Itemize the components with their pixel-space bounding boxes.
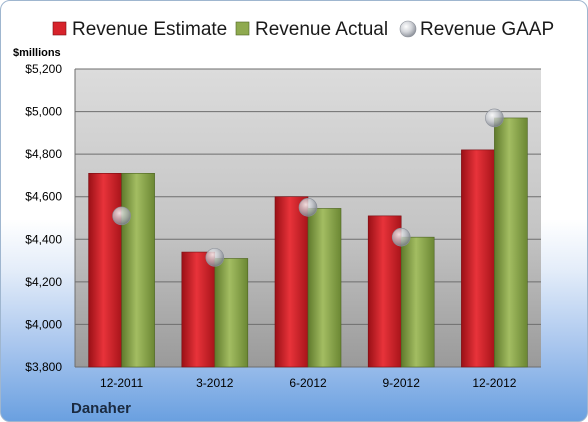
- y-tick-label: $5,000: [25, 105, 62, 119]
- revenue-gaap-marker: [205, 248, 225, 267]
- y-tick-label: $4,200: [25, 275, 62, 289]
- revenue-gaap-marker: [391, 227, 411, 247]
- revenue-actual-bar: [400, 236, 435, 368]
- revenue-estimate-bar: [274, 196, 309, 368]
- y-tick-label: $4,000: [25, 317, 62, 331]
- y-tick-label: $4,800: [25, 147, 62, 161]
- y-tick-label: $5,200: [25, 62, 62, 76]
- legend-gaap-swatch: [399, 20, 417, 38]
- x-tick-label: 3-2012: [196, 376, 234, 390]
- legend-label: Revenue Estimate: [72, 19, 227, 40]
- x-tick-label: 6-2012: [289, 376, 327, 390]
- revenue-estimate-bar: [181, 251, 216, 368]
- y-tick-label: $3,800: [25, 360, 62, 374]
- revenue-gaap-marker: [298, 198, 318, 217]
- legend-label: Revenue Actual: [255, 19, 388, 40]
- revenue-actual-bar: [494, 117, 528, 368]
- revenue-gaap-marker: [485, 108, 504, 128]
- revenue-actual-bar: [121, 173, 155, 368]
- legend-label: Revenue GAAP: [420, 19, 554, 40]
- y-axis-unit-label: $millions: [13, 47, 61, 59]
- revenue-gaap-marker: [112, 206, 131, 226]
- company-label: Danaher: [71, 400, 131, 417]
- legend-actual-swatch: [235, 21, 250, 36]
- revenue-estimate-bar: [461, 149, 495, 368]
- x-tick-label: 12-2011: [100, 376, 143, 390]
- legend-estimate-swatch: [52, 21, 67, 36]
- revenue-actual-bar: [307, 208, 342, 368]
- x-tick-label: 9-2012: [383, 376, 421, 390]
- revenue-estimate-bar: [88, 173, 122, 368]
- y-tick-label: $4,600: [25, 190, 62, 204]
- y-tick-label: $4,400: [25, 232, 62, 246]
- x-tick-label: 12-2012: [472, 376, 516, 390]
- revenue-actual-bar: [214, 258, 249, 368]
